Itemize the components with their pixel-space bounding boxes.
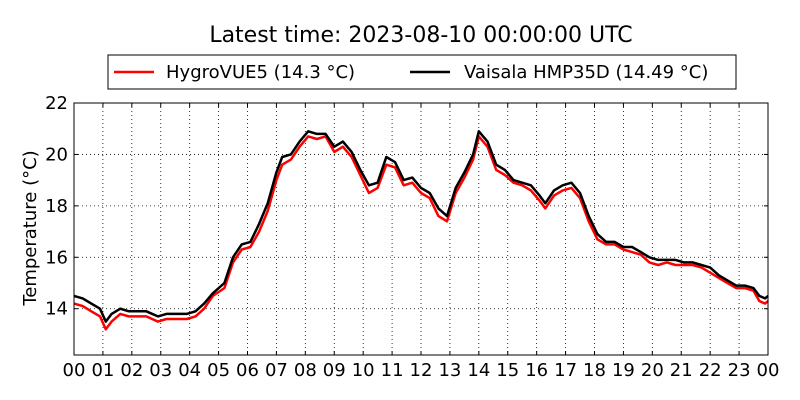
series-line-hygrovue5 — [73, 135, 769, 331]
x-tick-label: 00 — [757, 360, 780, 381]
x-tick-label: 00 — [63, 360, 86, 381]
x-tick-label: 09 — [323, 360, 346, 381]
y-tick-label: 20 — [45, 144, 68, 165]
legend-label-hygrovue5: HygroVUE5 (14.3 °C) — [166, 62, 355, 83]
series-lines — [73, 130, 769, 331]
x-tick-label: 13 — [438, 360, 461, 381]
y-axis-label: Temperature (°C) — [20, 150, 41, 306]
x-tick-label: 07 — [265, 360, 288, 381]
x-tick-label: 21 — [670, 360, 693, 381]
x-tick-label: 11 — [381, 360, 404, 381]
x-tick-label: 18 — [583, 360, 606, 381]
y-tick-label: 16 — [45, 247, 68, 268]
grid — [74, 103, 768, 355]
y-tick-label: 14 — [45, 299, 68, 320]
x-tick-label: 20 — [641, 360, 664, 381]
x-tick-label: 15 — [496, 360, 519, 381]
x-tick-label: 10 — [352, 360, 375, 381]
chart-title: Latest time: 2023-08-10 00:00:00 UTC — [209, 23, 632, 48]
x-tick-label: 14 — [467, 360, 490, 381]
x-tick-label: 01 — [91, 360, 114, 381]
axis-ticks: 00 01 02 03 04 05 06 07 08 09 10 11 12 13 14 15 16 17 18 19… — [45, 93, 779, 381]
x-tick-label: 02 — [120, 360, 143, 381]
x-tick-label: 16 — [525, 360, 548, 381]
x-tick-label: 17 — [554, 360, 577, 381]
x-tick-label: 03 — [149, 360, 172, 381]
x-tick-label: 12 — [410, 360, 433, 381]
x-tick-label: 23 — [728, 360, 751, 381]
legend: HygroVUE5 (14.3 °C) Vaisala HMP35D (14.4… — [107, 54, 737, 90]
x-tick-label: 08 — [294, 360, 317, 381]
series-line-vaisala — [73, 130, 769, 323]
y-tick-label: 18 — [45, 196, 68, 217]
legend-label-vaisala: Vaisala HMP35D (14.49 °C) — [464, 62, 708, 83]
x-tick-label: 05 — [207, 360, 230, 381]
plot-frame — [73, 102, 769, 356]
x-tick-label: 06 — [236, 360, 259, 381]
y-tick-label: 22 — [45, 93, 68, 114]
x-tick-label: 19 — [612, 360, 635, 381]
x-tick-label: 22 — [699, 360, 722, 381]
x-tick-label: 04 — [178, 360, 201, 381]
